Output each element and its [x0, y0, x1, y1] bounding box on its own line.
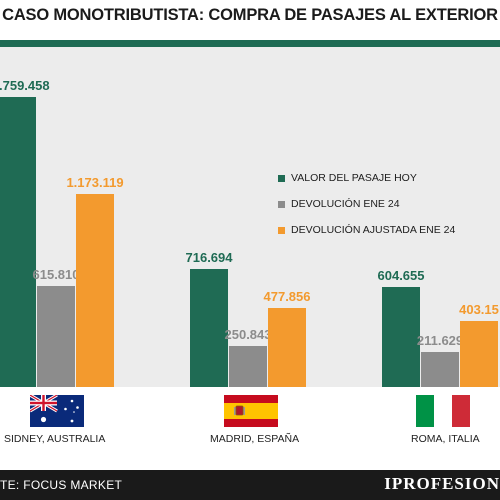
- data-label-ajustada-madrid: 477.856: [263, 289, 311, 305]
- italy-flag-icon: [416, 395, 470, 427]
- footer: TE: FOCUS MARKET IPROFESION: [0, 470, 500, 500]
- brand-logo: IPROFESION: [384, 474, 500, 493]
- category-label-roma: ROMA, ITALIA: [411, 433, 480, 445]
- bar-ajustada-roma: [460, 320, 498, 387]
- title-bar: CASO MONOTRIBUTISTA: COMPRA DE PASAJES A…: [0, 0, 500, 40]
- bar-devolucion-sidney: [37, 285, 75, 387]
- bar-ajustada-sidney: [76, 193, 114, 387]
- legend-item-devolucion: DEVOLUCIÓN ENE 24: [278, 191, 455, 217]
- bar-hoy-sidney: [0, 97, 36, 387]
- data-label-devolucion-madrid: 250.843: [224, 326, 272, 342]
- legend-swatch-ajustada: [278, 226, 285, 234]
- australia-flag-icon: [30, 395, 84, 427]
- bar-devolucion-madrid: [229, 345, 267, 387]
- data-label-hoy-sidney: .759.458: [0, 78, 50, 93]
- legend-item-ajustada: DEVOLUCIÓN AJUSTADA ENE 24: [278, 217, 455, 243]
- data-label-hoy-madrid: 716.694: [185, 249, 233, 265]
- data-label-ajustada-roma: 403.15: [459, 301, 499, 317]
- data-label-devolucion-sidney: 615.810: [32, 266, 80, 282]
- legend: VALOR DEL PASAJE HOY DEVOLUCIÓN ENE 24 DEV…: [278, 165, 455, 243]
- legend-label-devolucion: DEVOLUCIÓN ENE 24: [291, 198, 400, 210]
- bar-hoy-madrid: [190, 268, 228, 387]
- plot-area: VALOR DEL PASAJE HOY DEVOLUCIÓN ENE 24 DEV…: [0, 47, 500, 387]
- category-label-sidney: SIDNEY, AUSTRALIA: [4, 433, 106, 445]
- data-label-devolucion-roma: 211.629: [416, 333, 464, 349]
- data-label-ajustada-sidney: 1.173.119: [66, 174, 124, 190]
- data-label-hoy-roma: 604.655: [377, 268, 425, 284]
- bar-hoy-roma: [382, 287, 420, 387]
- legend-item-hoy: VALOR DEL PASAJE HOY: [278, 165, 455, 191]
- legend-label-ajustada: DEVOLUCIÓN AJUSTADA ENE 24: [291, 224, 456, 236]
- category-axis: SIDNEY, AUSTRALIA MADRID, ESPAÑA ROMA, I…: [0, 387, 500, 470]
- bar-devolucion-roma: [421, 352, 459, 387]
- legend-swatch-hoy: [278, 174, 285, 182]
- bar-ajustada-madrid: [268, 308, 306, 387]
- source-note: TE: FOCUS MARKET: [0, 478, 123, 492]
- legend-label-hoy: VALOR DEL PASAJE HOY: [291, 172, 417, 184]
- category-label-madrid: MADRID, ESPAÑA: [210, 433, 300, 445]
- spain-flag-icon: [224, 395, 278, 427]
- chart-title: CASO MONOTRIBUTISTA: COMPRA DE PASAJES A…: [2, 6, 498, 24]
- title-underline: [0, 40, 500, 47]
- legend-swatch-devolucion: [278, 200, 285, 208]
